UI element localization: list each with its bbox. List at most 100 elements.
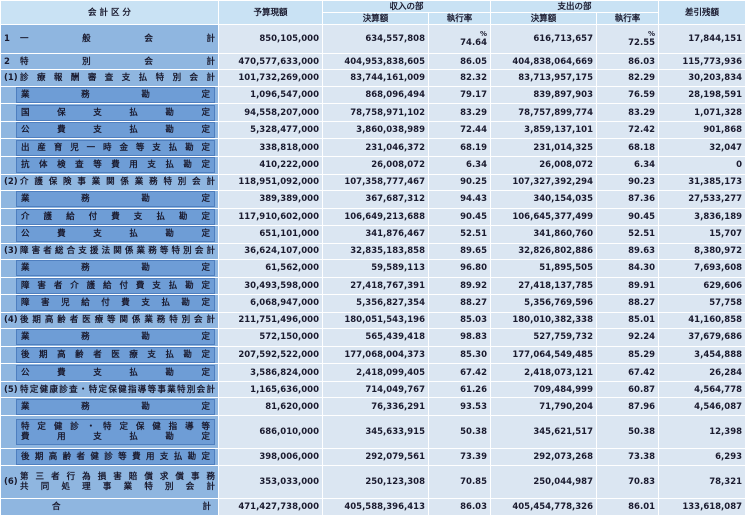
cell-value: 341,876,467	[365, 229, 425, 240]
amount-cell: 78,758,971,102	[322, 103, 429, 122]
cell-value: 353,033,000	[259, 477, 319, 488]
rate-cell: 82.29	[596, 69, 660, 87]
category-label: 2 特 別 会 計	[4, 57, 215, 67]
amount-cell: 8,380,972	[658, 242, 745, 261]
cell-value: 85.01	[628, 315, 656, 326]
amount-cell: 28,198,591	[658, 85, 745, 105]
category-name: 業 務 勘 定	[21, 194, 210, 205]
category-label: 1 一 般 会 計	[4, 34, 215, 44]
cell-value: 71,790,204	[539, 401, 594, 412]
table-row: 障害者介護給付費支払勘定 30,493,598,000 27,418,767,391…	[0, 276, 745, 296]
rate-cell: 6.34	[596, 156, 660, 175]
table-row: 業 務 勘 定 61,562,000 59,589,113 96.80 51,895,5…	[0, 259, 745, 278]
amount-cell: 83,744,161,009	[322, 69, 429, 87]
cell-value: 0	[736, 160, 743, 171]
category-cell: 業 務 勘 定	[0, 397, 219, 416]
amount-cell: 107,327,392,294	[490, 173, 598, 192]
header-balance: 差引残額	[658, 0, 745, 25]
category-label: 公 費 支 払 勘 定	[16, 122, 215, 138]
rate-cell: 70.83	[596, 465, 660, 500]
amount-cell: 709,484,999	[490, 380, 598, 399]
rate-cell: 79.17	[427, 85, 492, 105]
amount-cell: 901,868	[658, 120, 745, 140]
table-row: 業 務 勘 定 81,620,000 76,336,291 93.53 71,790,2…	[0, 397, 745, 416]
category-cell: 特定健診・特定保健指導等 費用支払勘定	[0, 414, 219, 449]
amount-cell: 5,356,827,354	[322, 294, 429, 313]
cell-value: 389,389,000	[259, 194, 319, 205]
cell-value: 89.92	[460, 280, 488, 291]
rate-cell: 52.51	[596, 225, 660, 244]
cell-value: 839,897,903	[533, 90, 594, 101]
category-cell: 出産育児一時金等支払勘定	[0, 138, 219, 157]
rate-cell: 89.65	[427, 242, 492, 261]
amount-cell: 5,328,477,000	[218, 120, 323, 140]
rate-cell: 85.03	[427, 311, 492, 330]
cell-value: 83,744,161,009	[350, 73, 425, 84]
cell-value: 84.30	[628, 263, 656, 274]
rate-cell: % 74.64	[427, 24, 492, 54]
category-cell: (3) 障害者総合支援法関係業務等特別会計	[0, 242, 219, 261]
category-label: 公 費 支 払 勘 定	[16, 226, 215, 243]
amount-cell: 36,624,107,000	[218, 242, 323, 261]
amount-cell: 616,713,657	[490, 24, 598, 54]
header-category: 会 計 区 分	[0, 0, 219, 25]
rate-cell: 88.27	[596, 294, 660, 313]
amount-cell: 340,154,035	[490, 190, 598, 209]
cell-value: 90.45	[628, 211, 656, 222]
cell-value: 26,008,072	[539, 160, 594, 171]
amount-cell: 367,687,312	[322, 190, 429, 209]
amount-cell: 32,826,802,886	[490, 242, 598, 261]
cell-value: 2,418,099,405	[356, 367, 425, 378]
category-number: (2)	[4, 177, 18, 188]
rate-cell: 93.53	[427, 397, 492, 416]
category-cell: 公 費 支 払 勘 定	[0, 120, 219, 140]
rate-cell: 84.30	[596, 259, 660, 278]
category-cell: (1) 診療報酬審査支払特別会計	[0, 69, 219, 87]
cell-value: 26,008,072	[371, 160, 425, 171]
category-cell: (6) 第三者行為損害賠償求償事務 共同処理事業特別会計	[0, 465, 219, 500]
cell-value: 629,606	[703, 280, 743, 291]
category-cell: 2 特 別 会 計	[0, 52, 219, 71]
category-label: 業 務 勘 定	[16, 191, 215, 208]
amount-cell: 2,418,099,405	[322, 363, 429, 382]
category-number: (1)	[4, 73, 18, 84]
cell-value: 292,073,268	[533, 452, 594, 463]
cell-value: 41,160,858	[688, 315, 743, 326]
cell-value: 340,154,035	[533, 194, 594, 205]
cell-value: 50.38	[460, 426, 488, 437]
category-cell: 障害者介護給付費支払勘定	[0, 276, 219, 296]
cell-value: 4,546,087	[694, 401, 743, 412]
cell-value: 572,150,000	[259, 332, 319, 343]
amount-cell: 17,844,151	[658, 24, 745, 54]
cell-value: 470,577,633,000	[238, 56, 319, 67]
category-name: 合 計	[52, 502, 211, 513]
category-name: 業 務 勘 定	[21, 332, 210, 343]
amount-cell: 117,910,602,000	[218, 207, 323, 227]
category-name: 後期高齢者健診等費用支払勘定	[21, 452, 210, 463]
cell-value: 88.27	[628, 298, 656, 309]
cell-value: 86.01	[628, 502, 656, 513]
amount-cell: 27,533,277	[658, 190, 745, 209]
cell-value: 5,328,477,000	[250, 125, 319, 136]
cell-value: 8,380,972	[694, 246, 743, 257]
cell-value: 115,773,936	[682, 56, 743, 67]
cell-value: 7,693,608	[694, 263, 743, 274]
amount-cell: 3,586,824,000	[218, 363, 323, 382]
cell-value: 31,385,173	[688, 177, 743, 188]
cell-value: 72.44	[460, 125, 488, 136]
amount-cell: 180,051,543,196	[322, 311, 429, 330]
amount-cell: 410,222,000	[218, 156, 323, 175]
cell-value: 30,493,598,000	[244, 280, 319, 291]
cell-value: 345,621,517	[533, 426, 594, 437]
amount-cell: 629,606	[658, 276, 745, 296]
amount-cell: 30,203,834	[658, 69, 745, 87]
cell-value: 92.24	[628, 332, 656, 343]
cell-value: 211,751,496,000	[238, 315, 319, 326]
rate-cell: 89.92	[427, 276, 492, 296]
category-name: 介護保険事業関係業務特別会計	[20, 177, 215, 188]
amount-cell: 4,546,087	[658, 397, 745, 416]
category-cell: 国 保 支 払 勘 定	[0, 103, 219, 122]
amount-cell: 32,835,183,858	[322, 242, 429, 261]
cell-value: 3,860,038,989	[356, 125, 425, 136]
